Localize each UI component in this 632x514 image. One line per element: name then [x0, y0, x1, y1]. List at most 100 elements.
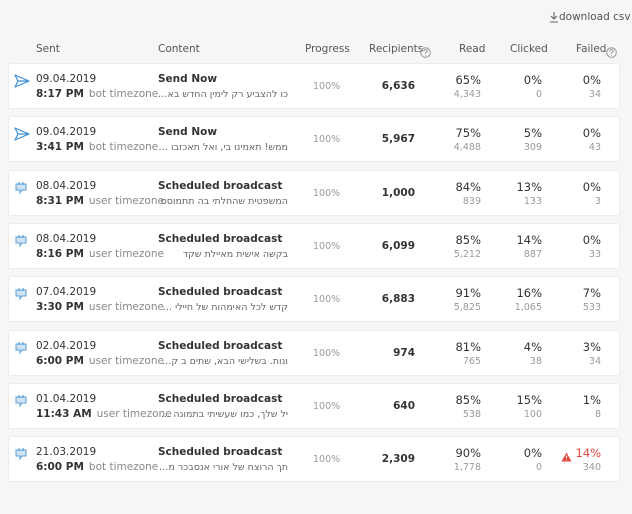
failed-rate: 7% [582, 286, 601, 301]
column-header: Clicked [510, 43, 548, 55]
recipients: 640 [393, 399, 415, 412]
broadcast-row[interactable]: 01.04.2019 11:43 AM user timezone Scheduled… [8, 382, 620, 429]
broadcast-row[interactable]: 09.04.2019 3:41 PM bot timezone Send Now ממש… [8, 116, 620, 163]
broadcast-row[interactable]: 02.04.2019 6:00 PM user timezone Scheduled … [8, 329, 620, 376]
column-header: Progress [305, 43, 350, 55]
sent-date: 08.04.2019 [36, 232, 97, 245]
timezone: user timezone [96, 407, 172, 420]
recipients: 6,099 [381, 239, 415, 252]
sent-time: 3:41 PM [36, 141, 84, 154]
row-icon [14, 393, 28, 412]
recipients: 6,883 [381, 293, 415, 306]
help-icon[interactable] [606, 43, 617, 62]
clicked-rate: 13% [516, 179, 542, 194]
clicked-count: 133 [523, 195, 542, 207]
progress: 100% [313, 240, 341, 252]
row-icon [14, 286, 28, 305]
recipients: 6,636 [381, 80, 415, 92]
sent-time: 11:43 AM [36, 407, 92, 420]
download-text: download csv [559, 11, 631, 23]
timezone: user timezone [88, 247, 164, 260]
sent-time: 6:00 PM [36, 461, 84, 474]
read-rate: 90% [455, 446, 481, 461]
timezone: bot timezone [88, 141, 159, 154]
read-rate: 85% [455, 392, 481, 407]
recipients: 1,000 [381, 186, 415, 199]
column-header: Sent [36, 43, 60, 55]
read-count: 1,778 [453, 462, 481, 474]
column-header: Failed [576, 43, 607, 55]
clicked-rate: 15% [516, 392, 542, 407]
broadcast-row[interactable]: 09.04.2019 8:17 PM bot timezone Send Now כו … [8, 63, 620, 109]
broadcast-row[interactable]: 08.04.2019 8:16 PM user timezone Scheduled … [8, 222, 620, 269]
sent-time: 3:30 PM [36, 301, 84, 314]
row-icon [14, 73, 30, 92]
clicked-rate: 14% [516, 232, 542, 247]
sent-time-line: 11:43 AM user timezone [36, 408, 172, 420]
read-count: 538 [462, 408, 481, 420]
message-preview: כו להצביע רק לימין החדש באות ״נ״ [158, 89, 288, 100]
clicked-rate: 4% [523, 339, 542, 354]
row-icon [14, 340, 28, 359]
help-icon[interactable] [420, 43, 431, 62]
sent-time-line: 8:17 PM bot timezone [36, 88, 158, 100]
progress: 100% [313, 400, 341, 412]
message-preview: ונות. בשלישי הבא, שתים ב קלפי [158, 355, 288, 367]
read-count: 4,343 [453, 89, 481, 100]
sent-date: 09.04.2019 [36, 126, 97, 139]
broadcast-title: Scheduled broadcast [158, 179, 283, 192]
timezone: user timezone [88, 354, 164, 367]
row-icon [14, 233, 28, 252]
read-rate: 85% [455, 232, 481, 247]
read-count: 5,825 [453, 302, 481, 314]
broadcast-title: Scheduled broadcast [158, 339, 283, 352]
timezone: user timezone [88, 194, 164, 207]
read-rate: 84% [455, 179, 481, 194]
read-rate: 81% [455, 339, 481, 354]
download-link[interactable]: download csv [549, 11, 631, 23]
sent-date: 07.04.2019 [36, 286, 97, 299]
clicked-count: 38 [529, 355, 542, 367]
sent-time: 8:17 PM [36, 88, 84, 100]
clicked-rate: 5% [523, 126, 542, 141]
clicked-rate: 0% [523, 446, 542, 461]
download-icon [550, 12, 558, 23]
clicked-rate: 0% [523, 73, 542, 87]
read-count: 839 [462, 195, 481, 207]
progress: 100% [313, 187, 341, 199]
column-header: Content [158, 43, 200, 55]
sent-time-line: 8:16 PM user timezone [36, 248, 164, 260]
failed-rate: 3% [582, 339, 601, 354]
progress: 100% [313, 347, 341, 359]
failed-count: 8 [594, 408, 601, 420]
message-preview: קדש לכל האימהות של חיילי צה״ל [158, 302, 288, 314]
read-rate: 91% [455, 286, 481, 301]
sent-time-line: 8:31 PM user timezone [36, 195, 164, 207]
clicked-count: 309 [523, 142, 542, 154]
progress: 100% [313, 81, 341, 92]
failed-count: 34 [588, 89, 601, 100]
message-preview: יל שלך, כמו שעשיתי בתמונה שלי [158, 408, 288, 420]
read-count: 765 [462, 355, 481, 367]
read-rate: 65% [455, 73, 481, 87]
broadcast-row[interactable]: 07.04.2019 3:30 PM user timezone Scheduled … [8, 276, 620, 323]
sent-date: 21.03.2019 [36, 446, 97, 459]
column-header: Recipients [369, 43, 424, 55]
row-icon [14, 126, 30, 145]
sent-date: 02.04.2019 [36, 339, 97, 352]
timezone: bot timezone [88, 88, 159, 100]
sent-time: 6:00 PM [36, 354, 84, 367]
broadcast-row[interactable]: 21.03.2019 6:00 PM bot timezone Scheduled b… [8, 436, 620, 483]
broadcast-title: Send Now [158, 126, 218, 139]
progress: 100% [313, 134, 341, 146]
row-icon [14, 180, 28, 199]
timezone: user timezone [88, 301, 164, 314]
broadcast-title: Scheduled broadcast [158, 392, 283, 405]
failed-rate: 14% [575, 446, 601, 461]
message-preview: תך הרוצח של אורי אנסבכר מחייך [158, 462, 288, 474]
failed-rate: 0% [582, 126, 601, 141]
failed-count: 533 [582, 302, 601, 314]
sent-time: 8:31 PM [36, 194, 84, 207]
sent-date: 09.04.2019 [36, 73, 97, 85]
broadcast-row[interactable]: 08.04.2019 8:31 PM user timezone Scheduled … [8, 169, 620, 216]
